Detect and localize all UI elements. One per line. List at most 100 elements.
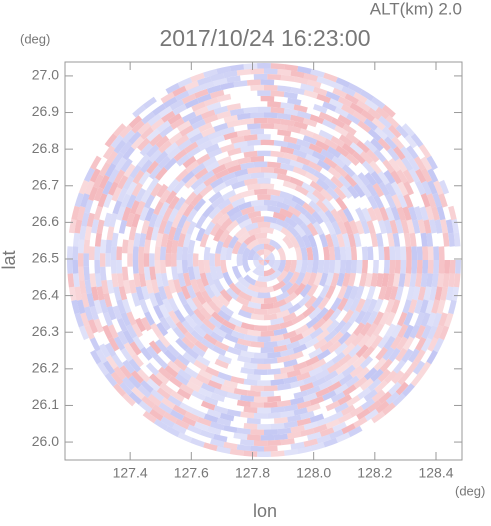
echo-cell	[289, 260, 297, 274]
echo-cell	[184, 366, 199, 379]
echo-cell	[154, 213, 164, 228]
echo-cell	[286, 340, 301, 350]
echo-cell	[429, 286, 437, 301]
echo-cell	[385, 115, 400, 129]
echo-cell	[307, 233, 317, 248]
echo-cell	[145, 226, 154, 241]
echo-cell	[104, 342, 117, 358]
echo-cell	[357, 334, 371, 348]
echo-cell	[363, 139, 378, 153]
echo-cell	[334, 125, 349, 137]
echo-cell	[361, 298, 372, 313]
echo-cell	[214, 253, 221, 267]
echo-cell	[90, 349, 102, 365]
echo-cell	[83, 239, 90, 254]
echo-cell	[247, 283, 262, 293]
echo-cell	[371, 96, 386, 110]
echo-cell	[305, 191, 320, 204]
echo-cell	[243, 334, 258, 342]
echo-cell	[203, 246, 211, 260]
echo-cell	[341, 364, 356, 378]
echo-cell	[102, 360, 116, 375]
echo-cell	[220, 143, 235, 153]
echo-cell	[100, 239, 107, 254]
echo-cell	[426, 273, 434, 288]
echo-cell	[177, 368, 192, 381]
echo-cell	[377, 368, 391, 383]
echo-cell	[280, 226, 294, 239]
echo-cell	[408, 299, 418, 314]
echo-cell	[359, 355, 374, 370]
echo-cell	[316, 348, 331, 361]
echo-cell	[96, 219, 105, 234]
echo-cell	[104, 162, 117, 178]
echo-cell	[187, 85, 202, 96]
echo-cell	[331, 351, 346, 365]
echo-cell	[111, 151, 124, 166]
echo-cell	[326, 186, 340, 201]
echo-cell	[153, 304, 164, 320]
echo-cell	[364, 98, 379, 112]
echo-cell	[305, 153, 320, 165]
echo-cell	[183, 233, 192, 248]
echo-cell	[119, 365, 133, 379]
echo-cell	[345, 246, 352, 260]
echo-cell	[209, 222, 222, 237]
echo-cell	[294, 246, 303, 260]
echo-cell	[406, 360, 419, 375]
echo-cell	[304, 171, 320, 183]
echo-cell	[359, 150, 374, 165]
echo-cell	[403, 180, 414, 196]
echo-cell	[227, 147, 242, 157]
echo-cell	[191, 101, 206, 112]
echo-cell	[177, 232, 186, 248]
echo-cell	[151, 404, 167, 417]
echo-cell	[295, 271, 306, 286]
echo-cell	[243, 106, 258, 114]
echo-cell	[355, 207, 366, 222]
echo-cell	[413, 156, 426, 171]
echo-cell	[111, 354, 124, 369]
echo-cell	[224, 176, 239, 187]
echo-cell	[408, 168, 420, 183]
echo-cell	[220, 203, 234, 216]
echo-cell	[313, 272, 323, 287]
echo-cell	[96, 286, 105, 301]
echo-cell	[264, 172, 278, 179]
echo-cell	[184, 191, 198, 206]
echo-cell	[148, 292, 159, 307]
echo-cell	[187, 253, 194, 267]
echo-cell	[233, 80, 248, 88]
echo-cell	[140, 380, 154, 394]
echo-cell	[132, 335, 145, 351]
echo-cell	[264, 401, 278, 408]
echo-cell	[366, 285, 376, 300]
echo-cell	[289, 271, 300, 285]
echo-cell	[332, 87, 347, 99]
echo-cell	[335, 77, 351, 88]
echo-cell	[355, 220, 365, 235]
echo-cell	[338, 353, 352, 367]
echo-cell	[426, 349, 438, 365]
echo-cell	[142, 410, 157, 424]
echo-cell	[361, 345, 375, 360]
echo-cell	[94, 260, 101, 274]
echo-cell	[167, 360, 181, 374]
echo-cell	[267, 101, 281, 108]
echo-cell	[293, 121, 308, 130]
echo-cell	[148, 165, 162, 180]
echo-cell	[389, 219, 399, 234]
echo-cell	[244, 222, 259, 232]
echo-cell	[158, 304, 170, 319]
echo-cell	[125, 212, 135, 228]
echo-cell	[184, 175, 198, 189]
echo-cell	[406, 219, 415, 234]
echo-cell	[444, 312, 454, 328]
echo-cell	[257, 292, 271, 299]
echo-cell	[425, 299, 435, 315]
echo-cell	[122, 175, 135, 191]
echo-cell	[272, 298, 287, 309]
echo-cell	[276, 173, 292, 182]
echo-cell	[167, 395, 182, 407]
echo-cell	[264, 216, 278, 224]
